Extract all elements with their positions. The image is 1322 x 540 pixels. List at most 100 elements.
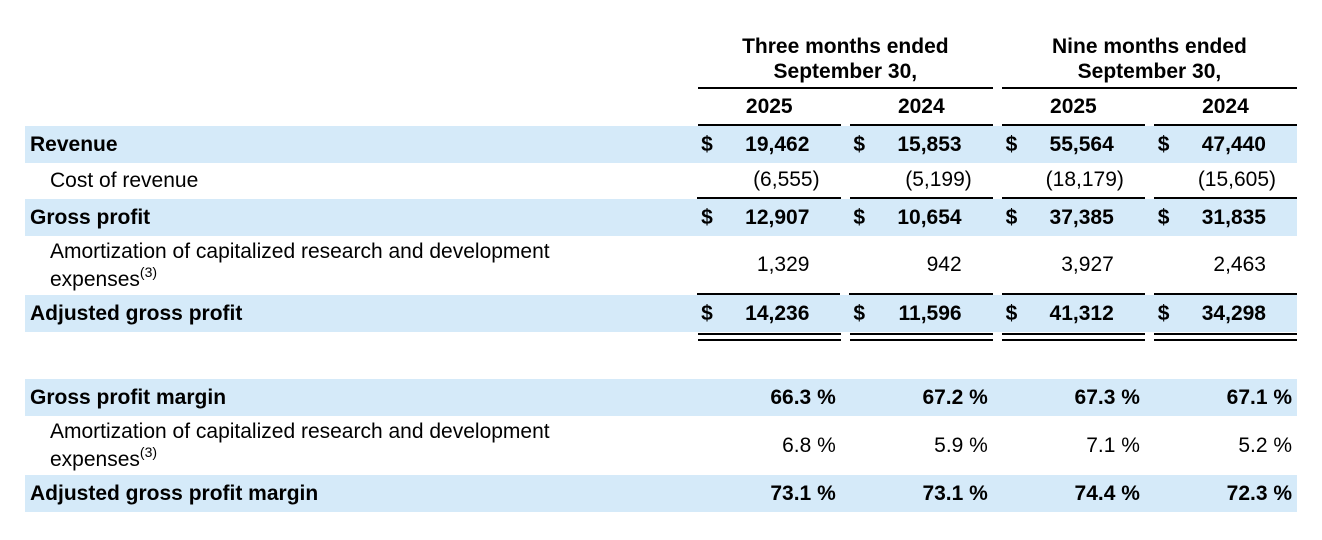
cell-value: 67.2 % (850, 379, 993, 416)
label-line2: expenses(3) (50, 445, 157, 474)
section-spacer (25, 341, 1297, 379)
header-label-spacer (25, 34, 689, 89)
year-header-row: 2025 2024 2025 2024 (25, 89, 1297, 126)
cell-value: $ 11,596 (849, 295, 992, 332)
cell-value: 74.4 % (1002, 475, 1145, 512)
amount: 5.2 % (1238, 433, 1293, 457)
cell-value: 73.1 % (698, 475, 841, 512)
amount: 10,654 (897, 205, 962, 229)
label-line2-text: expenses (50, 447, 140, 471)
amount: 6.8 % (782, 433, 836, 457)
cell-value: (6,555) (697, 163, 841, 199)
amount: 1,329 (756, 252, 810, 276)
period-line1: Nine months ended (1052, 35, 1247, 58)
row-label: Cost of revenue (50, 169, 199, 192)
cell-value: 1,329 (697, 236, 841, 295)
dollar-sign: $ (1157, 301, 1170, 325)
row-label: Revenue (30, 132, 118, 156)
row-amortization-capitalized-rd-pct: Amortization of capitalized research and… (25, 416, 1297, 475)
cell-value: $ 34,298 (1154, 295, 1297, 332)
dollar-sign: $ (1005, 205, 1018, 229)
period-group-nine-months: Nine months ended September 30, (1001, 34, 1297, 89)
amount: 14,236 (745, 301, 810, 325)
dollar-sign: $ (853, 301, 866, 325)
double-underline (1153, 333, 1298, 341)
row-gross-profit-margin: Gross profit margin 66.3 % 67.2 % 67.3 %… (25, 379, 1297, 416)
label-line1: Amortization of capitalized research and… (50, 419, 550, 443)
double-underline (1001, 333, 1145, 341)
cell-value: 73.1 % (850, 475, 993, 512)
label-line2: expenses(3) (50, 263, 158, 294)
row-label: Amortization of capitalized research and… (25, 236, 688, 295)
amount: 11,596 (898, 301, 962, 325)
cell-value: 5.9 % (850, 416, 993, 475)
double-underline-spacer (25, 333, 689, 341)
cell-value: 67.1 % (1154, 379, 1297, 416)
double-underline-row (25, 333, 1298, 341)
cell-value: 66.3 % (698, 379, 841, 416)
amount: 66.3 % (770, 385, 836, 409)
year-column-header: 2025 (1001, 89, 1145, 126)
amount: 31,835 (1201, 205, 1266, 229)
amount: 73.1 % (770, 481, 836, 505)
amount: 19,462 (745, 132, 810, 156)
amount: 41,312 (1049, 301, 1114, 325)
amount: 15,853 (897, 132, 962, 156)
amount: 5.9 % (934, 433, 988, 457)
amount: (6,555) (753, 168, 820, 191)
row-adjusted-gross-profit: Adjusted gross profit $ 14,236 $ 11,596 … (25, 295, 1297, 332)
cell-value: 942 (849, 236, 993, 295)
cell-value: 2,463 (1153, 236, 1297, 295)
label-line2-text: expenses (50, 267, 140, 291)
cell-value: $ 19,462 (697, 126, 840, 163)
cell-value: $ 10,654 (849, 199, 992, 236)
cell-value: 72.3 % (1154, 475, 1297, 512)
year-column-header: 2024 (849, 89, 993, 126)
cell-value: 3,927 (1001, 236, 1145, 295)
year-column-header: 2024 (1153, 89, 1297, 126)
amount: (18,179) (1045, 168, 1124, 191)
year-label-spacer (25, 89, 689, 126)
amount: 7.1 % (1086, 433, 1140, 457)
year-column-header: 2025 (697, 89, 841, 126)
dollar-sign: $ (701, 301, 713, 325)
amount: 74.4 % (1074, 481, 1140, 505)
footnote-marker: (3) (139, 263, 158, 280)
amount: (15,605) (1197, 168, 1277, 191)
dollar-sign: $ (701, 132, 713, 156)
period-line2: September 30, (773, 60, 918, 83)
amount: 942 (926, 252, 962, 276)
cell-value: $ 47,440 (1154, 126, 1297, 163)
amount: 47,440 (1201, 132, 1266, 156)
period-header-row: Three months ended September 30, Nine mo… (25, 34, 1297, 89)
dollar-sign: $ (1157, 132, 1170, 156)
amount: 37,385 (1049, 205, 1114, 229)
amount: (5,199) (905, 168, 972, 191)
cell-value: 7.1 % (1002, 416, 1145, 475)
row-label: Gross profit (30, 205, 151, 229)
cell-value: (5,199) (849, 163, 993, 199)
cell-value: $ 14,236 (697, 295, 840, 332)
financial-table: Three months ended September 30, Nine mo… (25, 34, 1298, 512)
cell-value: $ 31,835 (1154, 199, 1297, 236)
period-line2: September 30, (1077, 60, 1222, 83)
dollar-sign: $ (1157, 205, 1170, 229)
amount: 34,298 (1201, 301, 1266, 325)
cell-value: 5.2 % (1154, 416, 1297, 475)
period-group-three-months: Three months ended September 30, (697, 34, 993, 89)
amount: 67.2 % (922, 385, 988, 409)
row-label: Adjusted gross profit margin (30, 481, 319, 505)
dollar-sign: $ (1005, 132, 1018, 156)
row-label: Amortization of capitalized research and… (25, 416, 689, 475)
period-line1: Three months ended (742, 35, 949, 58)
double-underline (849, 333, 993, 341)
amount: 73.1 % (922, 481, 988, 505)
dollar-sign: $ (1005, 301, 1018, 325)
cell-value: $ 55,564 (1002, 126, 1145, 163)
row-cost-of-revenue: Cost of revenue (6,555) (5,199) (18,179)… (25, 163, 1298, 199)
amount: 12,907 (745, 205, 810, 229)
row-gross-profit: Gross profit $ 12,907 $ 10,654 $ 37,385 … (25, 199, 1297, 236)
dollar-sign: $ (853, 132, 866, 156)
amount: 3,927 (1061, 252, 1114, 276)
amount: 67.3 % (1074, 385, 1140, 409)
